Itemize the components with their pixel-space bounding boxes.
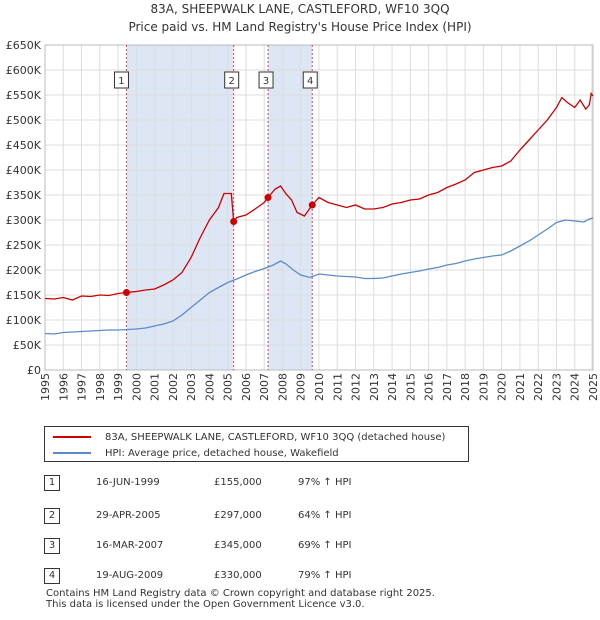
y-tick-label: £550K	[6, 89, 42, 102]
sale-label-box	[113, 71, 129, 89]
x-tick-label: 2001	[149, 373, 162, 401]
transaction-row: 1 16-JUN-1999 £155,000 97% ↑ HPI	[44, 475, 404, 495]
y-tick-label: £450K	[6, 139, 42, 152]
x-tick-label: 2000	[130, 373, 143, 401]
transaction-row: 4 19-AUG-2009 £330,000 79% ↑ HPI	[44, 568, 404, 588]
forecast-band	[591, 45, 593, 370]
x-tick-label: 2025	[587, 373, 600, 401]
sale-label-box	[258, 71, 274, 89]
y-tick-label: £650K	[6, 39, 42, 52]
sale-label-box	[224, 71, 240, 89]
legend-label-property: 83A, SHEEPWALK LANE, CASTLEFORD, WF10 3Q…	[105, 431, 446, 443]
x-tick-label: 2005	[222, 373, 235, 401]
transaction-hpi-change: 79% ↑ HPI	[298, 570, 352, 581]
transaction-number: 1	[44, 475, 60, 491]
x-tick-label: 2019	[477, 373, 490, 401]
x-tick-label: 2007	[258, 373, 271, 401]
shaded-range	[268, 45, 313, 370]
sale-label: 3	[263, 76, 269, 87]
transaction-price: £330,000	[214, 570, 262, 581]
footer-copyright: Contains HM Land Registry data © Crown c…	[46, 588, 435, 599]
hpi-line	[44, 217, 594, 335]
legend-item-property: 83A, SHEEPWALK LANE, CASTLEFORD, WF10 3Q…	[53, 430, 445, 444]
x-tick-label: 1998	[94, 373, 107, 401]
transaction-date: 29-APR-2005	[96, 510, 161, 521]
legend-swatch-hpi	[53, 452, 91, 454]
x-tick-label: 2023	[550, 373, 563, 401]
x-tick-label: 2003	[185, 373, 198, 401]
legend-label-hpi: HPI: Average price, detached house, Wake…	[105, 447, 339, 459]
transaction-number: 3	[44, 538, 60, 554]
price-chart: 83A, SHEEPWALK LANE, CASTLEFORD, WF10 3Q…	[6, 2, 600, 401]
plot-area: £0 £50K £100K £150K £200K £250K £300K £350K £400…	[6, 39, 600, 401]
transaction-price: £297,000	[214, 510, 262, 521]
transaction-date: 16-MAR-2007	[96, 540, 164, 551]
y-tick-label: £50K	[13, 339, 42, 352]
sale-label: 1	[118, 76, 124, 87]
x-tick-label: 2022	[532, 373, 545, 401]
footer-license: This data is licensed under the Open Gov…	[46, 599, 365, 610]
transaction-hpi-change: 69% ↑ HPI	[298, 540, 352, 551]
plot-frame	[44, 44, 594, 371]
transaction-date: 16-JUN-1999	[96, 477, 160, 488]
x-tick-label: 2004	[203, 373, 216, 401]
y-tick-label: £350K	[6, 189, 42, 202]
x-tick-label: 2024	[569, 373, 582, 401]
shaded-range	[126, 45, 234, 370]
transaction-date: 19-AUG-2009	[96, 570, 164, 581]
y-tick-label: £100K	[6, 314, 42, 327]
x-tick-label: 2010	[313, 373, 326, 401]
x-tick-label: 1997	[76, 373, 89, 401]
transaction-price: £345,000	[214, 540, 262, 551]
x-tick-label: 2018	[459, 373, 472, 401]
x-tick-label: 2014	[386, 373, 399, 401]
chart-title-subtitle: Price paid vs. HM Land Registry's House …	[128, 20, 471, 34]
transaction-hpi-change: 97% ↑ HPI	[298, 477, 352, 488]
y-tick-label: £400K	[6, 164, 42, 177]
x-tick-label: 2002	[167, 373, 180, 401]
y-tick-label: £250K	[6, 239, 42, 252]
x-tick-label: 1995	[39, 373, 52, 401]
x-tick-label: 2006	[240, 373, 253, 401]
y-tick-label: £600K	[6, 64, 42, 77]
sale-label: 4	[307, 76, 313, 87]
transaction-hpi-change: 64% ↑ HPI	[298, 510, 352, 521]
y-tick-label: £0	[27, 364, 41, 377]
x-tick-label: 2009	[295, 373, 308, 401]
y-tick-label: £500K	[6, 114, 42, 127]
x-tick-label: 2012	[350, 373, 363, 401]
legend-swatch-property	[53, 436, 91, 438]
x-tick-label: 2011	[331, 373, 344, 401]
sale-point	[122, 289, 130, 296]
x-tick-label: 2015	[404, 373, 417, 401]
x-tick-label: 2017	[441, 373, 454, 401]
x-tick-label: 2021	[514, 373, 527, 401]
y-tick-label: £300K	[6, 214, 42, 227]
x-tick-label: 2013	[368, 373, 381, 401]
sale-point	[264, 194, 272, 201]
chart-title-address: 83A, SHEEPWALK LANE, CASTLEFORD, WF10 3Q…	[150, 2, 449, 16]
y-tick-label: £200K	[6, 264, 42, 277]
sale-point	[230, 218, 238, 225]
transaction-row: 2 29-APR-2005 £297,000 64% ↑ HPI	[44, 508, 404, 528]
x-tick-label: 2016	[423, 373, 436, 401]
sale-label-box	[302, 71, 318, 89]
transaction-number: 2	[44, 508, 60, 524]
y-tick-label: £150K	[6, 289, 42, 302]
x-tick-label: 1996	[57, 373, 70, 401]
transaction-number: 4	[44, 568, 60, 584]
x-tick-label: 2008	[276, 373, 289, 401]
transaction-row: 3 16-MAR-2007 £345,000 69% ↑ HPI	[44, 538, 404, 558]
chart-legend: 83A, SHEEPWALK LANE, CASTLEFORD, WF10 3Q…	[44, 426, 469, 462]
transaction-price: £155,000	[214, 477, 262, 488]
legend-item-hpi: HPI: Average price, detached house, Wake…	[53, 446, 339, 460]
x-tick-label: 1999	[112, 373, 125, 401]
sale-label: 2	[229, 76, 235, 87]
footer-notice: Contains HM Land Registry data © Crown c…	[46, 588, 435, 610]
x-tick-label: 2020	[496, 373, 509, 401]
sale-point	[308, 201, 316, 209]
